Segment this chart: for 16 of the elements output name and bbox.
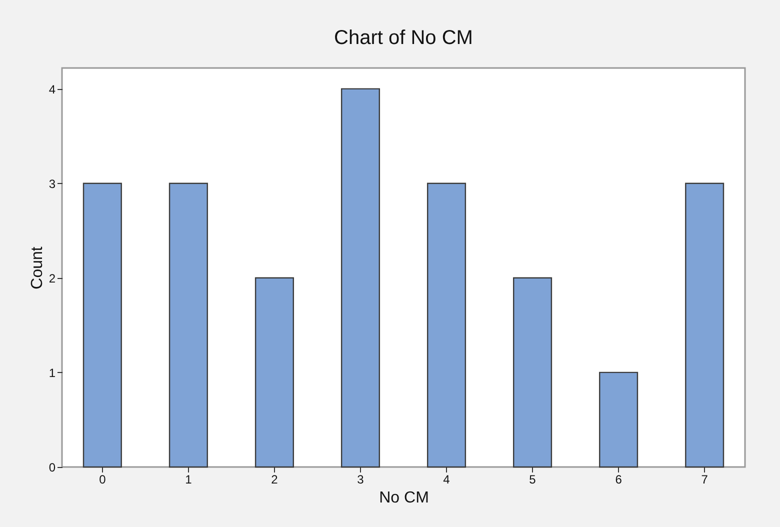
x-tick-label: 7 xyxy=(701,472,708,486)
y-tick-label: 0 xyxy=(48,460,56,474)
y-tick-label: 4 xyxy=(48,82,56,96)
y-axis-title: Count xyxy=(28,246,46,290)
chart-title: Chart of No CM xyxy=(334,27,473,49)
y-tick-label: 2 xyxy=(48,271,56,286)
y-tick-label: 1 xyxy=(48,366,56,380)
x-tick-label: 4 xyxy=(443,472,450,486)
x-tick-label: 5 xyxy=(529,472,536,486)
x-tick-label: 3 xyxy=(357,472,364,486)
x-tick-label: 1 xyxy=(185,472,192,486)
y-tick-label: 3 xyxy=(48,176,56,191)
x-axis-title: No CM xyxy=(379,490,429,506)
x-tick-label: 6 xyxy=(615,472,622,486)
x-tick-label: 2 xyxy=(271,472,278,486)
x-tick-label: 0 xyxy=(99,472,106,486)
